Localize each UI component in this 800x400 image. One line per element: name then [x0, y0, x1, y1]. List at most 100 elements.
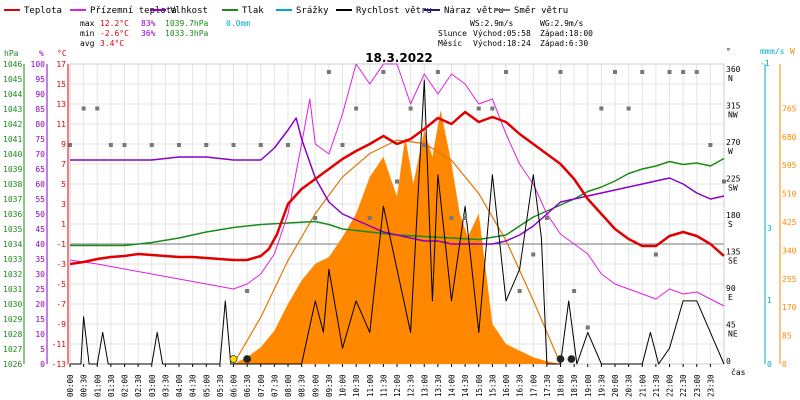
x-tick-label: 09:30 [325, 374, 334, 397]
humidity-tick-label: 0 [40, 360, 45, 369]
x-tick-label: 14:30 [461, 374, 470, 397]
solar-tick-label: 255 [782, 275, 797, 284]
wg-value: WG:2.9m/s [540, 19, 584, 28]
wind-direction-point [326, 70, 331, 74]
x-tick-label: 04:30 [189, 374, 198, 397]
wind-direction-point [708, 143, 713, 147]
pressure-tick-label: 1043 [3, 105, 22, 114]
x-tick-label: 18:00 [557, 374, 566, 397]
x-tick-label: 22:30 [679, 374, 688, 397]
pressure-tick-label: 1041 [3, 135, 22, 144]
wind-direction-point [667, 70, 672, 74]
x-tick-label: 00:30 [80, 374, 89, 397]
humidity-tick-label: 25 [35, 285, 45, 294]
direction-tick-label: 360 [726, 65, 741, 74]
solar-tick-label: 680 [782, 133, 797, 142]
x-tick-label: 00:00 [66, 374, 75, 397]
wind-direction-point [640, 70, 645, 74]
temperature-tick-label: 3 [61, 200, 66, 209]
humidity-line [70, 117, 725, 245]
solar-tick-label: 85 [782, 332, 792, 341]
x-tick-label: 12:00 [393, 374, 402, 397]
legend-label: Tlak [242, 6, 264, 16]
pressure-axis-unit: hPa [4, 49, 19, 58]
wind-direction-point [367, 216, 372, 220]
wind-direction-point [122, 143, 127, 147]
temperature-axis-unit: °C [57, 49, 67, 58]
humidity-tick-label: 45 [35, 225, 45, 234]
wind-direction-point [694, 70, 699, 74]
stat-max-hum: 83% [141, 19, 156, 28]
sunset-time: Západ:18:00 [540, 29, 593, 38]
x-tick-label: 13:00 [420, 374, 429, 397]
x-tick-label: 05:00 [202, 374, 211, 397]
pressure-tick-label: 1031 [3, 285, 22, 294]
wind-direction-point [613, 70, 617, 74]
ws-value: WS:2.9m/s [470, 19, 514, 28]
x-tick-label: 12:30 [407, 374, 416, 397]
solar-tick-label: 170 [782, 303, 797, 312]
x-tick-label: 16:00 [502, 374, 511, 397]
stat-avg-label: avg [80, 39, 95, 48]
pressure-tick-label: 1038 [3, 180, 22, 189]
stat-max-rain: 0.0mm [226, 19, 250, 28]
pressure-tick-label: 1037 [3, 195, 22, 204]
stat-max-temp: 12.2°C [100, 19, 129, 28]
wind-direction-point [81, 106, 86, 111]
humidity-tick-label: 70 [35, 150, 45, 159]
x-tick-label: 09:00 [311, 374, 320, 397]
wind-direction-point [531, 252, 536, 257]
direction-tick-label: 270 [726, 138, 741, 147]
ground-temperature-line [69, 63, 725, 307]
x-tick-label: 21:00 [638, 374, 647, 397]
temperature-tick-label: -3 [56, 260, 66, 269]
direction-compass-label: SE [728, 257, 738, 266]
x-tick-label: 15:00 [475, 374, 484, 397]
legend-label: Vlhkost [170, 6, 208, 16]
sunrise-marker [229, 355, 238, 363]
pressure-tick-label: 1035 [3, 225, 22, 234]
direction-axis-unit: ° [726, 47, 731, 56]
x-tick-label: 14:00 [448, 374, 457, 397]
pressure-tick-label: 1027 [3, 345, 22, 354]
humidity-tick-label: 30 [35, 270, 45, 279]
direction-tick-label: 90 [726, 284, 736, 293]
series-lines [69, 63, 725, 365]
temperature-tick-label: 1 [61, 220, 66, 229]
stat-min-press: 1033.3hPa [165, 29, 209, 38]
x-tick-label: 21:30 [652, 374, 661, 397]
wind-direction-point [449, 216, 454, 220]
wind-direction-point [653, 252, 658, 257]
wind-direction-point [286, 143, 290, 147]
sun-label: Slunce [438, 29, 467, 38]
pressure-tick-label: 1026 [3, 360, 22, 369]
humidity-tick-label: 15 [35, 315, 45, 324]
x-tick-label: 06:00 [230, 374, 239, 397]
humidity-tick-label: 65 [35, 165, 45, 174]
temperature-tick-label: -11 [52, 340, 67, 349]
humidity-tick-label: 50 [35, 210, 45, 219]
wind-direction-point [435, 70, 440, 74]
x-tick-label: 20:00 [611, 374, 620, 397]
wind-direction-point [504, 70, 508, 74]
x-tick-label: 01:30 [107, 374, 116, 397]
moon-label: Měsíc [438, 39, 462, 48]
temperature-tick-label: 11 [56, 120, 66, 129]
pressure-tick-label: 1039 [3, 165, 22, 174]
pressure-tick-label: 1034 [3, 240, 22, 249]
pressure-tick-label: 1040 [3, 150, 22, 159]
pressure-tick-label: 1030 [3, 300, 22, 309]
temperature-tick-label: 17 [56, 60, 66, 69]
x-tick-label: 08:30 [298, 374, 307, 397]
pressure-tick-label: 1032 [3, 270, 22, 279]
x-tick-label: 15:30 [488, 374, 497, 397]
solar-tick-label: 765 [782, 104, 797, 113]
sunset-marker [556, 355, 565, 363]
humidity-tick-label: 80 [35, 120, 45, 129]
temperature-tick-label: 9 [61, 140, 66, 149]
pressure-tick-label: 1045 [3, 75, 22, 84]
legend-label: Přízemní teplota [90, 6, 177, 16]
wind-direction-point [422, 143, 427, 147]
temperature-tick-label: -5 [56, 280, 66, 289]
temperature-tick-label: -7 [56, 300, 66, 309]
